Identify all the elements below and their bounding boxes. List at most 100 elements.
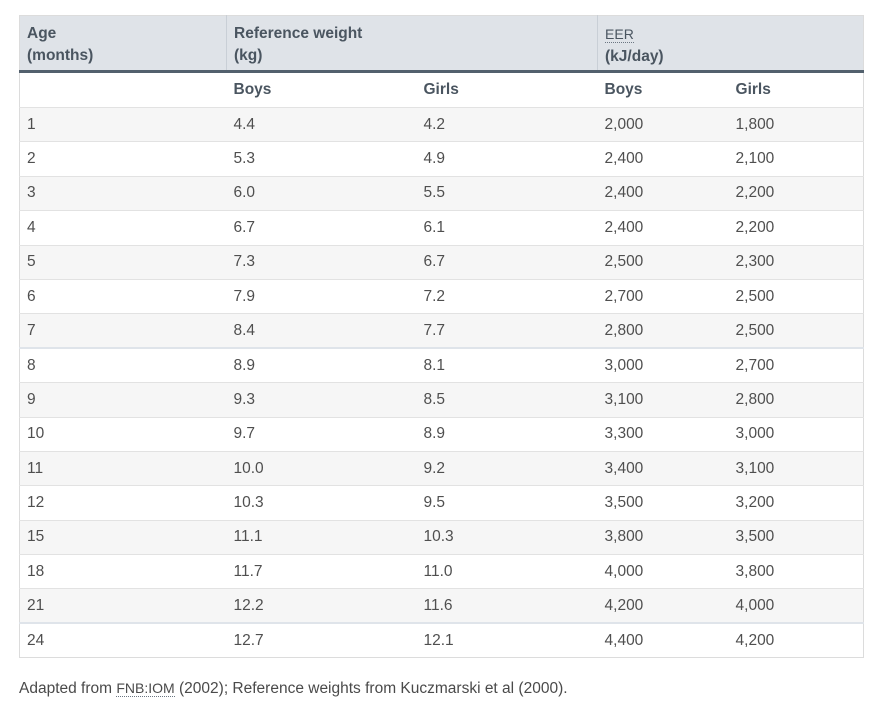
cell-age: 10: [19, 417, 227, 452]
cell-girls-weight: 5.5: [416, 176, 598, 212]
cell-boys-weight: 6.7: [226, 210, 417, 246]
cell-age: 18: [19, 554, 227, 590]
cell-girls-eer: 1,800: [728, 107, 864, 143]
cell-boys-eer: 4,400: [597, 623, 729, 658]
cell-girls-weight: 11.6: [416, 588, 598, 625]
cell-boys-weight: 9.7: [226, 417, 417, 452]
cell-girls-eer: 3,800: [728, 554, 864, 590]
cell-girls-eer: 3,100: [728, 451, 864, 487]
table-row: 10 9.7 8.9 3,300 3,000: [19, 417, 864, 452]
table-row: 6 7.9 7.2 2,700 2,500: [19, 279, 864, 315]
table-row: 3 6.0 5.5 2,400 2,200: [19, 176, 864, 212]
header-age-label: Age: [27, 25, 57, 42]
table-row: 18 11.7 11.0 4,000 3,800: [19, 554, 864, 590]
eer-table-container: Age (months) Reference weight (kg) EER (…: [19, 15, 865, 659]
cell-age: 7: [19, 313, 227, 350]
caption-suffix: (2002); Reference weights from Kuczmarsk…: [174, 680, 568, 697]
cell-boys-weight: 9.3: [226, 382, 417, 418]
table-row: 4 6.7 6.1 2,400 2,200: [19, 210, 864, 246]
cell-boys-eer: 3,500: [597, 485, 729, 521]
cell-age: 21: [19, 588, 227, 625]
table-row: 12 10.3 9.5 3,500 3,200: [19, 485, 864, 521]
cell-girls-eer: 3,200: [728, 485, 864, 521]
cell-girls-eer: 2,200: [728, 210, 864, 246]
header-reference-weight: Reference weight (kg): [225, 15, 598, 73]
cell-boys-weight: 10.3: [226, 485, 417, 521]
cell-girls-eer: 2,500: [728, 313, 864, 350]
header-eer: EER (kJ/day): [597, 15, 864, 73]
cell-age: 12: [19, 485, 227, 521]
cell-boys-eer: 3,800: [597, 520, 729, 556]
cell-girls-weight: 4.2: [416, 107, 598, 143]
subheader-girls-weight: Girls: [416, 71, 598, 108]
cell-girls-eer: 2,500: [728, 279, 864, 315]
cell-age: 11: [19, 451, 227, 487]
cell-boys-eer: 3,000: [597, 348, 729, 384]
cell-age: 3: [19, 176, 227, 212]
cell-boys-weight: 7.3: [226, 245, 417, 280]
cell-girls-eer: 4,200: [728, 623, 864, 658]
cell-girls-weight: 12.1: [416, 623, 598, 658]
subheader-girls-eer: Girls: [728, 71, 864, 108]
cell-girls-eer: 2,200: [728, 176, 864, 212]
cell-girls-weight: 7.7: [416, 313, 598, 350]
cell-boys-weight: 8.9: [226, 348, 417, 384]
cell-boys-weight: 12.2: [226, 588, 417, 625]
cell-boys-eer: 3,400: [597, 451, 729, 487]
table-row: 8 8.9 8.1 3,000 2,700: [19, 348, 864, 384]
cell-boys-weight: 5.3: [226, 141, 417, 177]
cell-girls-weight: 9.2: [416, 451, 598, 487]
cell-boys-weight: 7.9: [226, 279, 417, 315]
cell-boys-weight: 12.7: [226, 623, 417, 658]
cell-age: 8: [19, 348, 227, 384]
table-row: 15 11.1 10.3 3,800 3,500: [19, 520, 864, 556]
cell-age: 15: [19, 520, 227, 556]
header-reference-weight-label: Reference weight: [234, 25, 363, 42]
table-row: 24 12.7 12.1 4,400 4,200: [19, 623, 864, 658]
cell-boys-eer: 2,400: [597, 210, 729, 246]
cell-boys-eer: 2,800: [597, 313, 729, 350]
table-body: 1 4.4 4.2 2,000 1,800 2 5.3 4.9 2,400 2,100 3 6.0…: [19, 107, 864, 658]
cell-boys-eer: 3,100: [597, 382, 729, 418]
header-reference-weight-unit: (kg): [234, 47, 263, 64]
header-eer-unit: (kJ/day): [605, 48, 664, 65]
cell-boys-eer: 2,000: [597, 107, 729, 143]
cell-girls-eer: 4,000: [728, 588, 864, 625]
cell-boys-weight: 11.7: [226, 554, 417, 590]
cell-boys-eer: 3,300: [597, 417, 729, 452]
cell-girls-eer: 2,700: [728, 348, 864, 384]
cell-boys-eer: 4,000: [597, 554, 729, 590]
cell-age: 4: [19, 210, 227, 246]
cell-boys-eer: 4,200: [597, 588, 729, 625]
cell-girls-weight: 6.7: [416, 245, 598, 280]
cell-age: 24: [19, 623, 227, 658]
fnb-iom-abbreviation[interactable]: FNB:IOM: [116, 680, 175, 697]
cell-boys-eer: 2,500: [597, 245, 729, 280]
header-age: Age (months): [19, 15, 227, 73]
cell-boys-weight: 8.4: [226, 313, 417, 350]
table-row: 5 7.3 6.7 2,500 2,300: [19, 245, 864, 280]
cell-girls-weight: 8.9: [416, 417, 598, 452]
subheader-boys-eer: Boys: [597, 71, 729, 108]
table-row: 9 9.3 8.5 3,100 2,800: [19, 382, 864, 418]
cell-girls-weight: 9.5: [416, 485, 598, 521]
cell-girls-weight: 8.1: [416, 348, 598, 384]
cell-age: 6: [19, 279, 227, 315]
table-row: 21 12.2 11.6 4,200 4,000: [19, 588, 864, 625]
cell-girls-eer: 2,800: [728, 382, 864, 418]
cell-age: 5: [19, 245, 227, 280]
cell-girls-weight: 6.1: [416, 210, 598, 246]
cell-boys-weight: 6.0: [226, 176, 417, 212]
cell-girls-weight: 10.3: [416, 520, 598, 556]
eer-abbreviation[interactable]: EER: [605, 26, 634, 43]
caption-prefix: Adapted from: [19, 680, 117, 697]
cell-boys-weight: 10.0: [226, 451, 417, 487]
eer-table: Age (months) Reference weight (kg) EER (…: [19, 15, 865, 659]
table-subheader-row: Boys Girls Boys Girls: [19, 71, 864, 108]
table-row: 1 4.4 4.2 2,000 1,800: [19, 107, 864, 143]
cell-boys-eer: 2,700: [597, 279, 729, 315]
table-row: 7 8.4 7.7 2,800 2,500: [19, 313, 864, 350]
cell-age: 9: [19, 382, 227, 418]
cell-girls-weight: 4.9: [416, 141, 598, 177]
cell-age: 2: [19, 141, 227, 177]
